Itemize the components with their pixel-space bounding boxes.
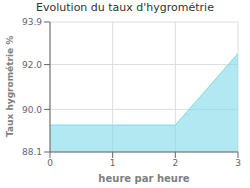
svg-text:2: 2 <box>172 158 178 168</box>
html-text:Evolution du taux d'hygrométri: Evolution du taux d'hygrométrie <box>36 1 214 14</box>
svg-text:93.9: 93.9 <box>22 17 42 27</box>
svg-text:Taux hygrométrie %: Taux hygrométrie % <box>8 36 15 137</box>
svg-text:92.0: 92.0 <box>22 60 42 70</box>
svg-text:1: 1 <box>110 158 116 168</box>
svg-text:88.1: 88.1 <box>22 147 42 157</box>
svg-text:0: 0 <box>47 158 53 168</box>
svg-text:3: 3 <box>235 158 241 168</box>
svg-text:heure par heure: heure par heure <box>98 173 189 184</box>
svg-text:90.0: 90.0 <box>22 105 42 115</box>
